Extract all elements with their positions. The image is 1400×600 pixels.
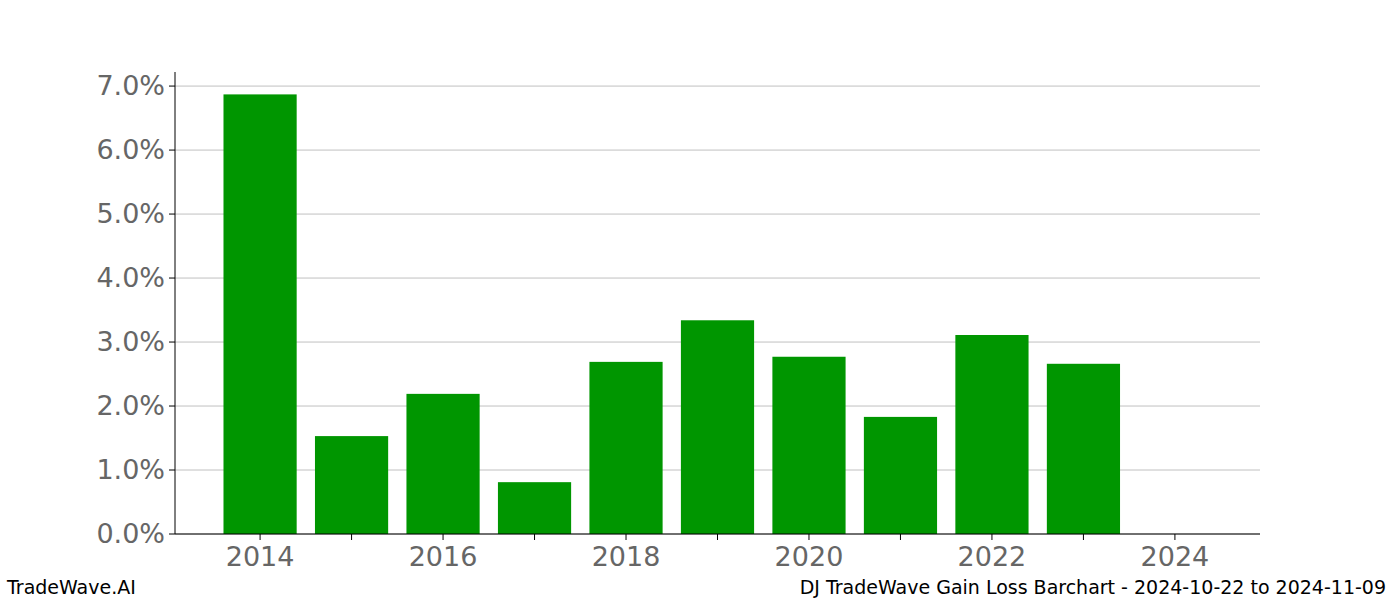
bar: [315, 436, 388, 534]
y-tick: [169, 214, 175, 215]
y-axis: [175, 72, 176, 534]
y-tick: [169, 278, 175, 279]
x-tick: [443, 534, 444, 540]
bar: [406, 394, 479, 534]
grid-line: [175, 150, 1260, 151]
y-tick-label: 6.0%: [96, 134, 165, 165]
bars: [223, 94, 1120, 534]
grid-line: [175, 214, 1260, 215]
x-tick: [534, 534, 535, 540]
grid-line: [175, 534, 1260, 535]
x-tick-label: 2016: [409, 541, 478, 572]
y-tick-label: 1.0%: [96, 454, 165, 485]
x-tick: [808, 534, 809, 540]
x-tick: [1083, 534, 1084, 540]
y-tick: [169, 150, 175, 151]
bar: [864, 417, 937, 534]
grid-line: [175, 86, 1260, 87]
title: DJ TradeWave Gain Loss Barchart - 2024-1…: [800, 576, 1386, 598]
x-tick-label: 2024: [1141, 541, 1210, 572]
x-tick: [626, 534, 627, 540]
bar: [1047, 364, 1120, 534]
x-tick-label: 2014: [226, 541, 295, 572]
x-tick: [351, 534, 352, 540]
y-tick-label: 7.0%: [96, 70, 165, 101]
y-tick-label: 3.0%: [96, 326, 165, 357]
y-tick: [169, 534, 175, 535]
y-tick: [169, 342, 175, 343]
bar: [498, 482, 571, 534]
x-axis: [175, 534, 1260, 535]
bar: [223, 94, 296, 534]
y-tick-label: 2.0%: [96, 390, 165, 421]
x-tick: [991, 534, 992, 540]
y-tick-label: 4.0%: [96, 262, 165, 293]
y-tick: [169, 406, 175, 407]
x-tick: [1174, 534, 1175, 540]
grid-line: [175, 278, 1260, 279]
y-tick: [169, 470, 175, 471]
bar: [772, 357, 845, 534]
x-tick-label: 2022: [958, 541, 1027, 572]
x-tick: [900, 534, 901, 540]
x-tick-label: 2018: [592, 541, 661, 572]
y-tick: [169, 86, 175, 87]
bar: [955, 335, 1028, 534]
x-tick: [260, 534, 261, 540]
bar: [681, 320, 754, 534]
x-tick: [717, 534, 718, 540]
source-label: TradeWave.AI: [6, 576, 136, 598]
y-tick-label: 0.0%: [96, 518, 165, 549]
x-tick-label: 2020: [775, 541, 844, 572]
chart: 0.0% 1.0% 2.0% 3.0% 4.0% 5.0% 6.0% 7.0% 2014 2016…: [0, 0, 1400, 600]
bar: [589, 362, 662, 534]
y-tick-label: 5.0%: [96, 198, 165, 229]
